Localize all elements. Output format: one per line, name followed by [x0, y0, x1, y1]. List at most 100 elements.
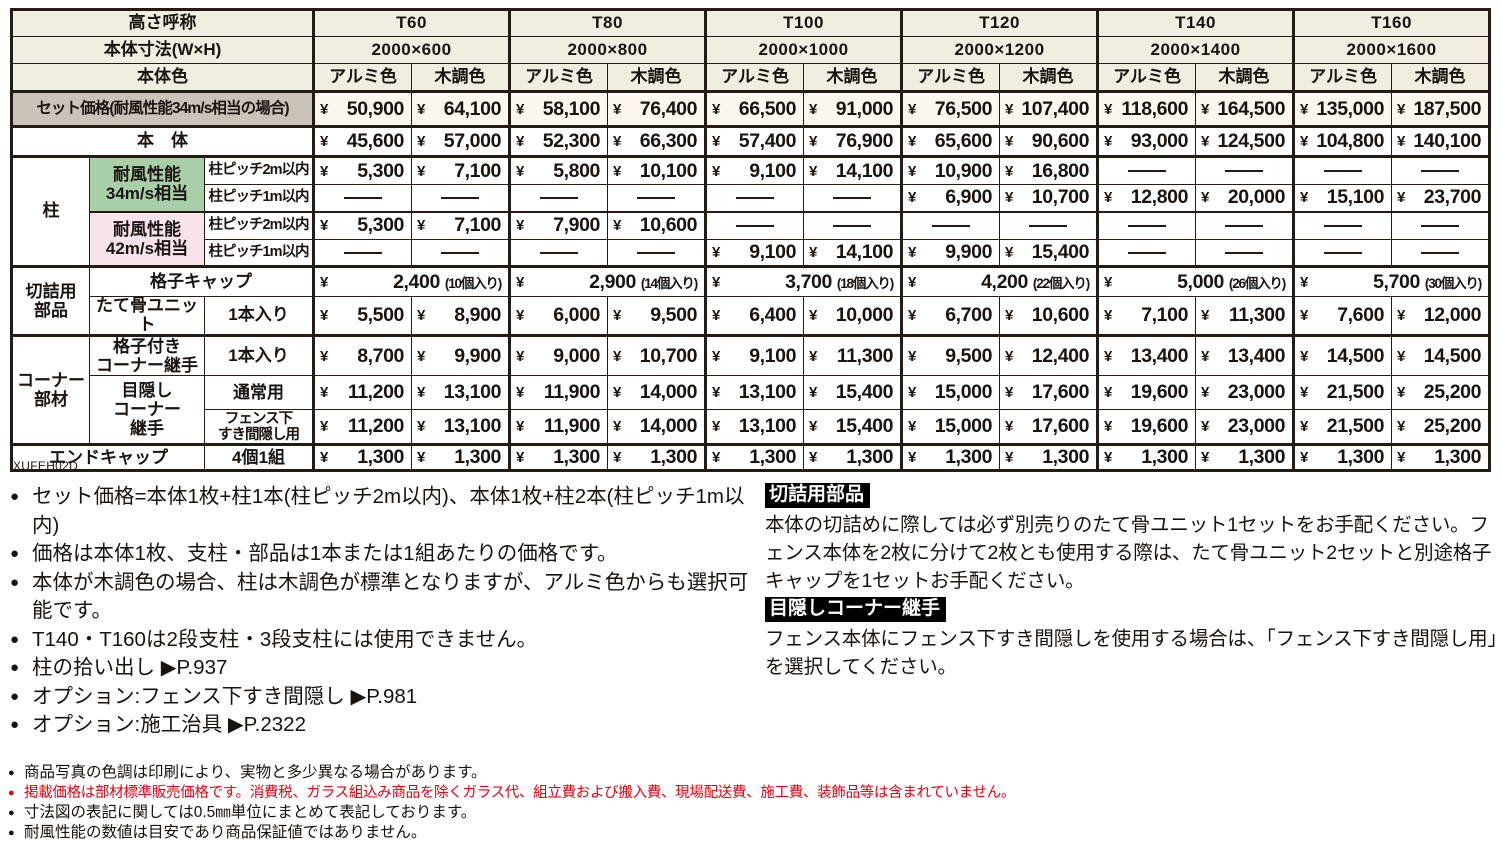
pitch-1m-label: 柱ピッチ1m以内 — [204, 239, 314, 267]
color-col-t140-wood: 木調色 — [1195, 63, 1295, 92]
note-text: セット価格=本体1枚+柱1本(柱ピッチ2m以内)、本体1枚+柱2本(柱ピッチ1m… — [32, 485, 745, 537]
price-value: 1,300 — [1042, 446, 1090, 469]
price-box: ¥8,900 — [413, 304, 509, 327]
price-box — [317, 196, 411, 199]
price-box: ¥91,000 — [805, 98, 901, 121]
price-value: 66,500 — [738, 97, 797, 120]
price-box — [1101, 224, 1195, 227]
cell-t160-alum-privacy-normal: ¥21,500 — [1292, 375, 1393, 411]
cell-t160-wood-pillar-42-2m — [1391, 210, 1491, 240]
yen-sign: ¥ — [417, 384, 426, 402]
price-box: ¥124,500 — [1197, 130, 1293, 153]
cell-t60-wood-pillar-42-1m — [410, 239, 511, 267]
cell-t160-alum-pillar-42-1m — [1292, 239, 1393, 267]
cell-t100-wood-end-cap: ¥1,300 — [803, 443, 903, 472]
yen-sign: ¥ — [809, 307, 818, 325]
yen-sign: ¥ — [1397, 133, 1406, 150]
price-box: ¥5,300 — [317, 214, 411, 237]
price-value: 21,500 — [1326, 381, 1385, 404]
price-value: 25,200 — [1423, 381, 1482, 404]
price-box: ¥2,900 (14個入り) — [513, 271, 705, 294]
cell-t140-alum-pillar-42-2m — [1096, 210, 1197, 240]
price-box: ¥1,300 — [413, 446, 509, 470]
price-box: ¥7,600 — [1297, 304, 1391, 327]
price-value: 1,300 — [454, 446, 502, 469]
price-box: ¥23,700 — [1393, 186, 1489, 209]
under-fence-cover-label: フェンス下 すき間隠し用 — [204, 409, 314, 446]
color-col-t160-wood: 木調色 — [1391, 63, 1491, 92]
body-color-label: 本体色 — [11, 63, 314, 92]
note-item: セット価格=本体1枚+柱1本(柱ピッチ2m以内)、本体1枚+柱2本(柱ピッチ1m… — [10, 483, 762, 540]
price-box: ¥65,600 — [905, 130, 999, 153]
price-box: ¥9,000 — [513, 345, 607, 368]
price-value: 1,300 — [945, 446, 993, 469]
cell-t160-alum-pillar-34-2m — [1292, 155, 1393, 185]
price-box: ¥13,100 — [413, 381, 509, 404]
size-t60: 2000×600 — [311, 36, 511, 64]
price-box — [513, 196, 607, 199]
price-value: 6,000 — [553, 304, 601, 327]
price-box: ¥17,600 — [1001, 415, 1097, 438]
price-box: ¥5,000 (26個入り) — [1101, 271, 1293, 294]
price-box: ¥5,300 — [317, 160, 411, 183]
cell-t100-wood-privacy-under: ¥15,400 — [803, 409, 903, 446]
price-value: 76,500 — [934, 97, 993, 120]
no-price-dash — [344, 196, 382, 199]
cell-t140-lattice-cap: ¥5,000 (26個入り) — [1096, 265, 1295, 297]
yen-sign: ¥ — [417, 418, 426, 436]
cell-t80-alum-pillar-42-1m — [508, 239, 609, 267]
price-box: ¥13,100 — [709, 381, 803, 404]
price-value: 1,300 — [749, 446, 797, 469]
price-value: 13,100 — [443, 381, 502, 404]
cell-t80-wood-pillar-42-1m — [607, 239, 707, 267]
price-value: 10,700 — [1031, 186, 1090, 209]
price-box: ¥9,100 — [709, 241, 803, 264]
price-box: ¥9,900 — [413, 345, 509, 368]
yen-sign: ¥ — [417, 217, 426, 235]
cell-t140-alum-pillar-34-1m: ¥12,800 — [1096, 184, 1197, 212]
yen-sign: ¥ — [1005, 133, 1014, 150]
price-value: 17,600 — [1031, 415, 1090, 438]
price-value: 10,600 — [1031, 304, 1090, 327]
price-value: 21,500 — [1326, 415, 1385, 438]
yen-sign: ¥ — [516, 162, 525, 180]
yen-sign: ¥ — [516, 449, 525, 467]
price-box: ¥11,200 — [317, 415, 411, 438]
cell-t60-wood-vertical-unit: ¥8,900 — [410, 295, 511, 337]
yen-sign: ¥ — [809, 449, 818, 467]
cell-t60-alum-body: ¥45,600 — [312, 125, 412, 157]
price-value: 1,300 — [357, 446, 404, 469]
normal-use-label: 通常用 — [204, 375, 314, 411]
price-box: ¥6,700 — [905, 304, 999, 327]
size-t100: 2000×1000 — [704, 36, 903, 64]
price-box: ¥14,500 — [1393, 345, 1489, 368]
cell-t120-alum-pillar-42-1m: ¥9,900 — [900, 239, 1001, 267]
cell-t80-alum-pillar-34-1m — [508, 184, 609, 212]
cell-t160-alum-end-cap: ¥1,300 — [1292, 443, 1393, 472]
price-value: 12,000 — [1423, 304, 1482, 327]
cell-t160-wood-end-cap: ¥1,300 — [1391, 443, 1491, 472]
price-value: 13,100 — [443, 415, 502, 438]
yen-sign: ¥ — [1005, 162, 1014, 180]
footer-note: 耐風性能の数値は目安であり商品保証値ではありません。 — [8, 823, 1500, 843]
price-box: ¥50,900 — [317, 98, 411, 121]
price-value: 11,200 — [347, 381, 405, 404]
price-value: 25,200 — [1423, 415, 1482, 438]
yen-sign: ¥ — [613, 449, 622, 467]
price-value: 13,400 — [1227, 344, 1286, 367]
price-box: ¥1,300 — [1001, 446, 1097, 470]
price-box — [1197, 251, 1293, 254]
note-text: 柱の拾い出し ▶P.937 — [32, 656, 228, 679]
yen-sign: ¥ — [1397, 347, 1406, 365]
cell-t120-alum-corner-lattice: ¥9,500 — [900, 334, 1001, 377]
no-price-dash — [1225, 224, 1264, 227]
yen-sign: ¥ — [1300, 133, 1309, 150]
cell-t100-alum-body: ¥57,400 — [704, 125, 805, 157]
price-value: 9,100 — [749, 344, 797, 367]
yen-sign: ¥ — [613, 384, 622, 402]
price-box: ¥9,900 — [905, 241, 999, 264]
pitch-2m-label: 柱ピッチ2m以内 — [204, 155, 314, 185]
note-item: 柱の拾い出し ▶P.937 — [10, 654, 762, 683]
no-price-dash — [441, 251, 479, 254]
price-box: ¥90,600 — [1001, 130, 1097, 153]
